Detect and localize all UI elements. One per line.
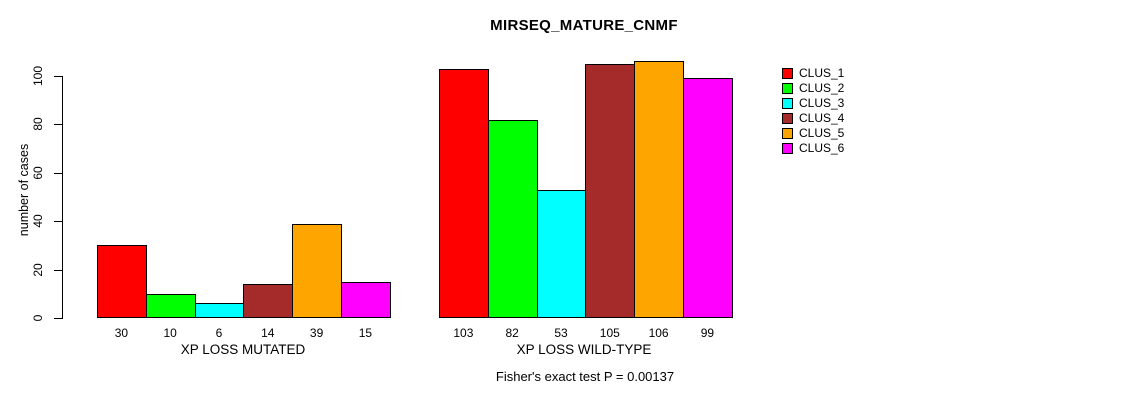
legend-item: CLUS_4 <box>782 111 844 126</box>
legend-label: CLUS_3 <box>799 96 845 110</box>
group-label-xp-loss-wild-type: XP LOSS WILD-TYPE <box>516 342 652 357</box>
chart-title: MIRSEQ_MATURE_CNMF <box>490 17 678 34</box>
legend: CLUS_1 CLUS_2 CLUS_3 CLUS_4 CLUS_5 CLUS_6 <box>782 66 844 156</box>
bar-value-label: 99 <box>700 326 715 340</box>
bar-clus_1-mutated <box>97 245 147 318</box>
y-axis-tick-label: 80 <box>31 117 45 132</box>
y-axis-tick-label: 20 <box>31 262 45 277</box>
bar-value-label: 105 <box>599 326 620 340</box>
bar-value-label: 14 <box>261 326 275 340</box>
legend-label: CLUS_1 <box>799 66 845 80</box>
legend-swatch <box>782 98 793 109</box>
bar-value-label: 10 <box>163 326 177 340</box>
legend-label: CLUS_2 <box>799 81 845 95</box>
legend-item: CLUS_1 <box>782 66 844 81</box>
legend-label: CLUS_5 <box>799 126 845 140</box>
legend-label: CLUS_6 <box>799 141 845 155</box>
bar-clus_3-wild-type <box>536 189 587 318</box>
bar-clus_3-mutated <box>194 303 245 318</box>
y-axis-tick <box>54 172 62 174</box>
bar-clus_1-wild-type <box>439 68 489 318</box>
fisher-test-annotation: Fisher's exact test P = 0.00137 <box>495 369 675 384</box>
bar-clus_2-mutated <box>145 293 196 318</box>
y-axis-tick <box>54 76 62 77</box>
bar-value-label: 53 <box>554 326 568 340</box>
legend-swatch <box>782 83 793 94</box>
bar-value-label: 15 <box>358 326 373 340</box>
y-axis-tick <box>54 221 62 223</box>
bar-value-label: 82 <box>505 326 519 340</box>
bar-clus_6-wild-type <box>683 78 733 318</box>
y-axis-tick-label: 40 <box>31 214 45 228</box>
legend-swatch <box>782 68 793 79</box>
bar-clus_4-wild-type <box>585 63 636 318</box>
y-axis-line <box>62 76 63 319</box>
legend-item: CLUS_5 <box>782 126 844 141</box>
bar-value-label: 103 <box>453 326 474 340</box>
y-axis-tick <box>54 318 62 319</box>
bar-value-label: 30 <box>114 326 129 340</box>
legend-label: CLUS_4 <box>799 111 845 125</box>
legend-item: CLUS_3 <box>782 96 844 111</box>
bar-clus_5-mutated <box>292 223 342 318</box>
y-axis-tick <box>54 124 62 126</box>
legend-swatch <box>782 113 793 124</box>
bar-value-label: 39 <box>309 326 324 340</box>
bar-clus_4-mutated <box>243 284 294 318</box>
y-axis-label: number of cases <box>17 143 31 237</box>
bar-clus_6-mutated <box>341 281 391 318</box>
legend-swatch <box>782 143 793 154</box>
bar-clus_2-wild-type <box>487 119 538 318</box>
bar-clus_5-wild-type <box>634 61 684 318</box>
bar-value-label: 106 <box>648 326 669 340</box>
y-axis-tick-label: 100 <box>31 65 45 87</box>
group-label-xp-loss-mutated: XP LOSS MUTATED <box>180 342 306 357</box>
y-axis-tick-label: 60 <box>31 166 45 180</box>
y-axis-tick <box>54 269 62 271</box>
legend-item: CLUS_2 <box>782 81 844 96</box>
legend-item: CLUS_6 <box>782 141 844 156</box>
y-axis-tick-label: 0 <box>31 314 45 322</box>
legend-swatch <box>782 128 793 139</box>
bar-value-label: 6 <box>215 326 223 340</box>
